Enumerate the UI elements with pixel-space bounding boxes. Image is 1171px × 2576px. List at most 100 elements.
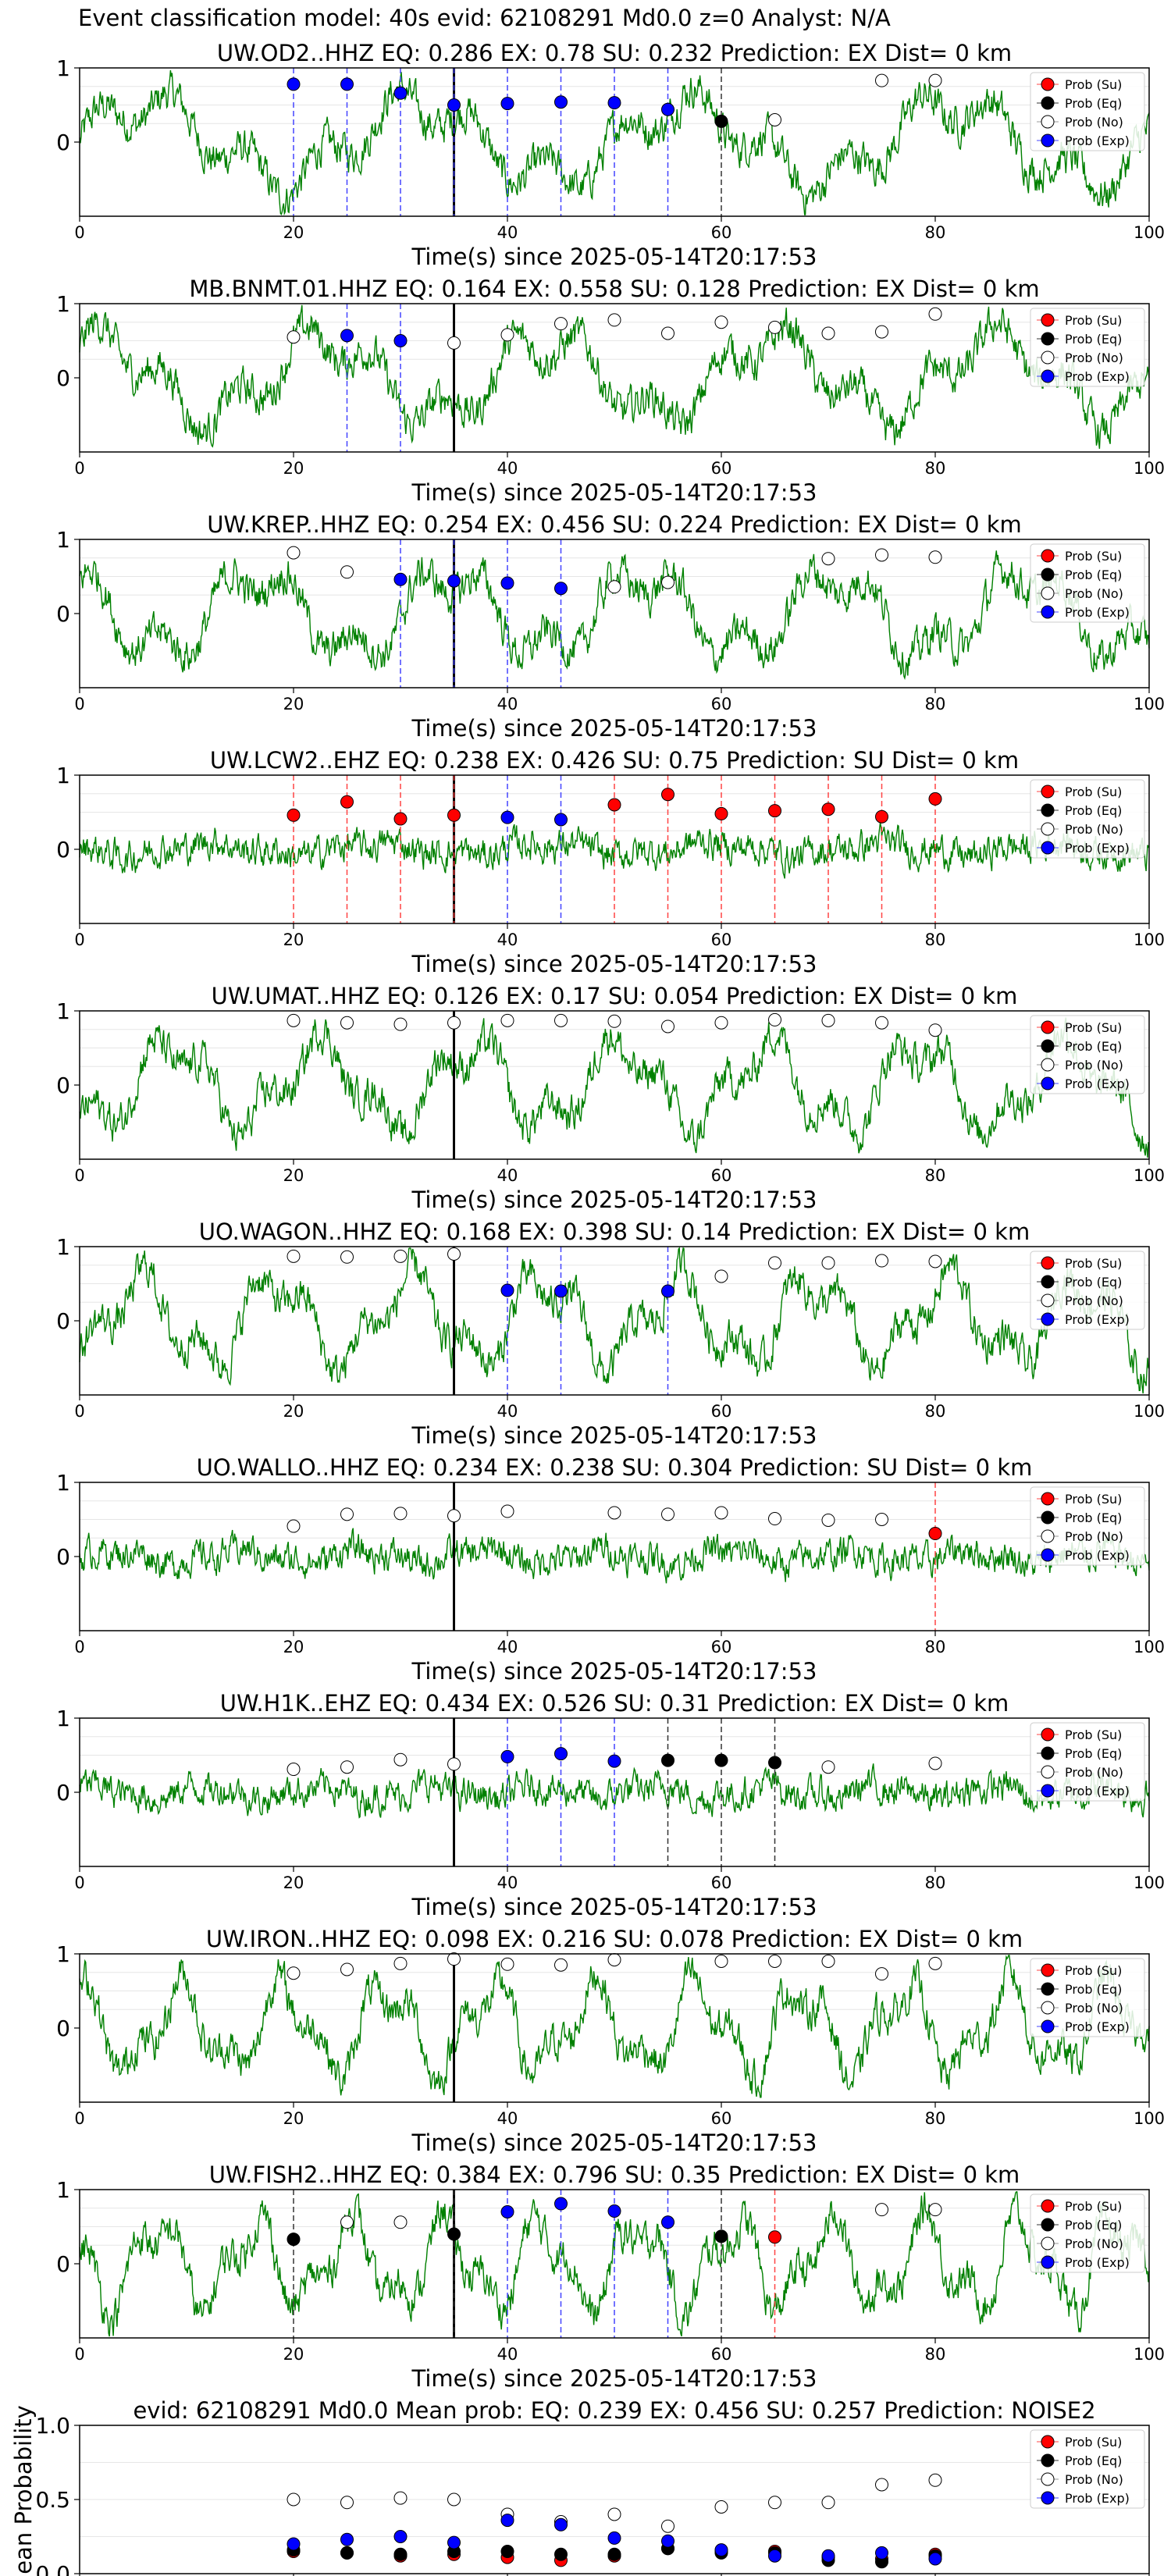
prob-point — [661, 326, 674, 340]
prob-point — [287, 2233, 301, 2247]
prob-point — [340, 1507, 354, 1521]
prob-point — [768, 1955, 781, 1968]
waveform — [79, 1955, 1150, 2098]
prob-point — [500, 97, 514, 111]
mean-prob-point — [821, 2549, 835, 2563]
x-tick-label: 40 — [497, 695, 518, 713]
legend-label: Prob (Eq) — [1065, 1039, 1122, 1054]
legend-label: Prob (Su) — [1065, 1963, 1122, 1978]
x-tick-label: 0 — [74, 695, 84, 713]
x-tick-label: 80 — [925, 1638, 946, 1656]
x-axis-label: Time(s) since 2025-05-14T20:17:53 — [411, 479, 817, 506]
grid — [80, 2462, 1149, 2537]
legend-label: Prob (Exp) — [1065, 841, 1130, 856]
y-tick-label: 1 — [56, 291, 70, 317]
x-tick-label: 0 — [74, 1166, 84, 1185]
prob-point — [447, 1757, 461, 1771]
mean-prob-point — [714, 2500, 728, 2514]
y-tick-label: 0 — [56, 601, 70, 627]
x-tick-label: 80 — [925, 1873, 946, 1892]
x-tick-label: 20 — [283, 930, 304, 949]
legend: Prob (Su) Prob (Eq) Prob (No) Prob (Exp) — [1030, 543, 1145, 623]
legend-marker — [1041, 1312, 1055, 1326]
legend-frame — [1030, 308, 1145, 387]
prob-point — [714, 1753, 728, 1767]
prob-point — [821, 1760, 835, 1774]
legend-marker — [1041, 332, 1055, 346]
prob-point — [287, 330, 301, 344]
legend-marker — [1041, 1293, 1055, 1308]
x-tick-label: 0 — [74, 1638, 84, 1656]
waveform — [79, 550, 1150, 681]
station-panel-1: UW.OD2..HHZ EQ: 0.286 EX: 0.78 SU: 0.232… — [56, 40, 1165, 270]
x-axis-label: Time(s) since 2025-05-14T20:17:53 — [411, 2365, 817, 2392]
legend-label: Prob (Eq) — [1065, 568, 1122, 582]
legend-label: Prob (Su) — [1065, 785, 1122, 799]
legend-label: Prob (No) — [1065, 2236, 1123, 2251]
legend-label: Prob (Exp) — [1065, 369, 1130, 384]
x-tick-label: 40 — [497, 1166, 518, 1185]
x-tick-label: 0 — [74, 223, 84, 242]
panel-title: UW.OD2..HHZ EQ: 0.286 EX: 0.78 SU: 0.232… — [217, 40, 1012, 66]
prob-point — [447, 1247, 461, 1261]
legend-frame — [1030, 72, 1145, 151]
legend-marker — [1041, 2435, 1055, 2449]
x-tick-label: 20 — [283, 695, 304, 713]
prob-point — [500, 1957, 514, 1971]
legend-label: Prob (No) — [1065, 822, 1123, 837]
station-panel-4: UW.LCW2..EHZ EQ: 0.238 EX: 0.426 SU: 0.7… — [56, 747, 1165, 977]
prob-point — [554, 95, 568, 109]
mean-prob-point — [661, 2534, 674, 2548]
x-axis-label: Time(s) since 2025-05-14T20:17:53 — [411, 2129, 817, 2156]
legend-marker — [1041, 1727, 1055, 1742]
legend: Prob (Su) Prob (Eq) Prob (No) Prob (Exp) — [1030, 1251, 1145, 1330]
prob-point — [500, 1504, 514, 1518]
mean-prob-point — [875, 2546, 888, 2560]
x-tick-label: 80 — [925, 930, 946, 949]
prob-point — [340, 2215, 354, 2229]
panel-title: UW.IRON..HHZ EQ: 0.098 EX: 0.216 SU: 0.0… — [206, 1926, 1023, 1952]
y-tick-label: 1 — [56, 2177, 70, 2203]
y-tick-label: 1 — [56, 1941, 70, 1967]
prob-point — [928, 2203, 942, 2217]
mean-prob-point — [393, 2530, 408, 2543]
legend: Prob (Su) Prob (Eq) Prob (No) Prob (Exp) — [1030, 779, 1145, 859]
legend-label: Prob (No) — [1065, 1529, 1123, 1544]
mean-prob-point — [500, 2545, 514, 2558]
prob-point — [607, 1506, 621, 1520]
y-tick-label: 0 — [56, 2251, 70, 2277]
prob-point — [821, 1513, 835, 1527]
prob-point — [875, 548, 888, 562]
prob-point — [554, 1958, 568, 1972]
prob-point — [447, 336, 461, 350]
legend-label: Prob (Su) — [1065, 1256, 1122, 1271]
legend-marker — [1041, 96, 1055, 110]
panel-title: UW.LCW2..EHZ EQ: 0.238 EX: 0.426 SU: 0.7… — [210, 747, 1019, 774]
x-tick-label: 60 — [711, 223, 732, 242]
x-tick-label: 60 — [711, 1873, 732, 1892]
x-tick-label: 100 — [1134, 223, 1165, 242]
waveform — [79, 1017, 1150, 1158]
prob-point — [447, 98, 461, 112]
prob-point — [607, 313, 621, 327]
y-tick-label: 1 — [56, 1234, 70, 1260]
x-tick-label: 20 — [283, 2109, 304, 2128]
prob-point — [447, 574, 461, 588]
prob-point — [554, 813, 568, 827]
prob-point — [768, 1012, 781, 1026]
x-tick-label: 100 — [1134, 1638, 1165, 1656]
legend-label: Prob (Exp) — [1065, 1784, 1130, 1799]
legend-marker — [1041, 369, 1055, 383]
prob-point — [607, 798, 621, 812]
station-panel-10: UW.FISH2..HHZ EQ: 0.384 EX: 0.796 SU: 0.… — [56, 2161, 1165, 2392]
mean-prob-point — [554, 2547, 568, 2561]
prob-point — [287, 1763, 301, 1777]
prob-point — [340, 329, 354, 343]
x-tick-label: 60 — [711, 930, 732, 949]
x-tick-label: 80 — [925, 223, 946, 242]
prob-point — [393, 334, 408, 347]
prob-point — [768, 113, 781, 126]
y-tick-label: 0 — [56, 2016, 70, 2041]
x-tick-label: 0 — [74, 459, 84, 478]
prob-point — [340, 565, 354, 579]
